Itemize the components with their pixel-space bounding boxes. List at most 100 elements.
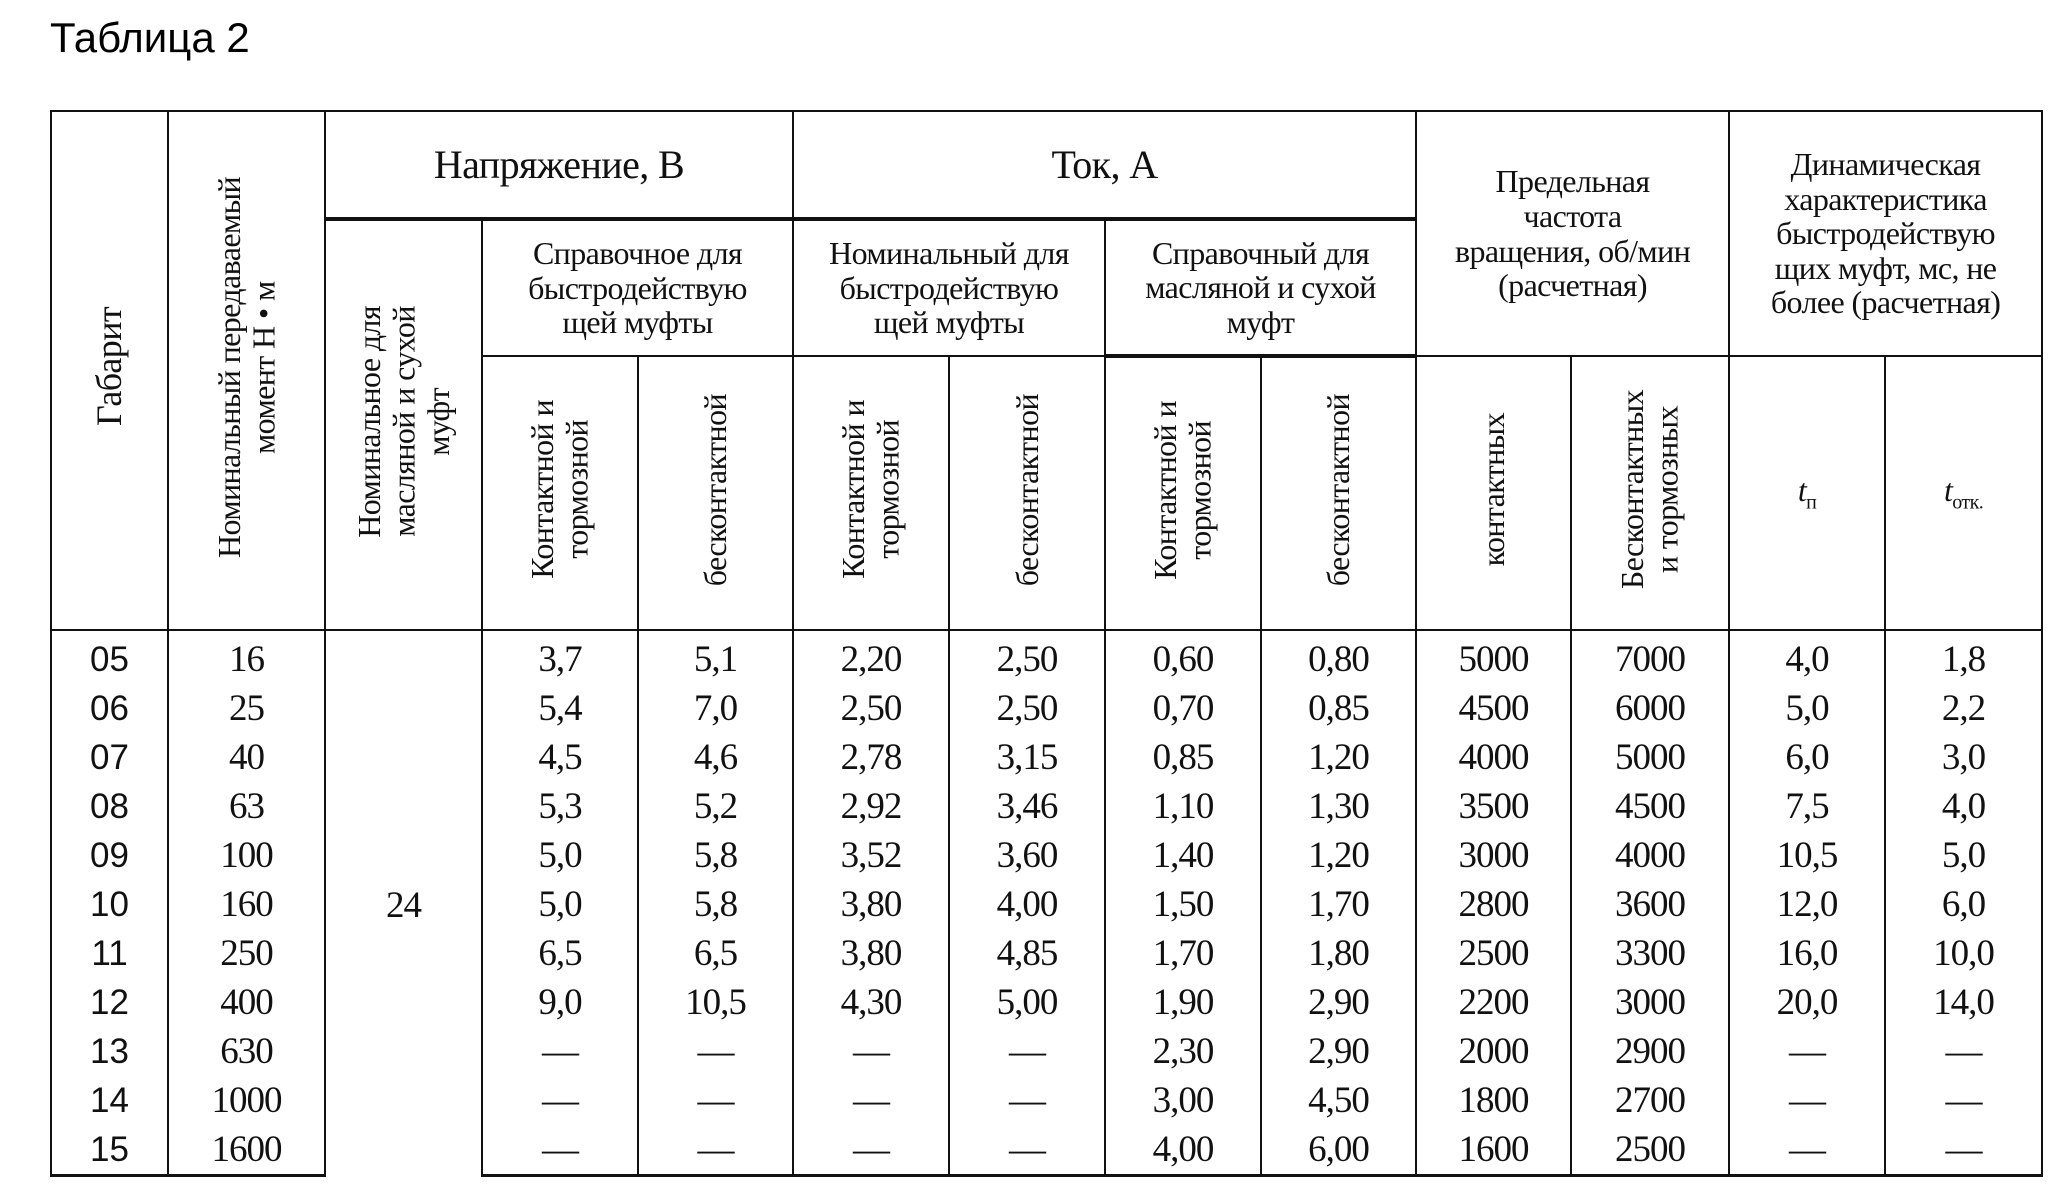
table-cell: 2,90 (1259, 1027, 1418, 1076)
header-t-on: tп (1728, 355, 1887, 631)
table-cell: 5,0 (481, 831, 639, 880)
table-cell: 3300 (1570, 929, 1731, 978)
table-cell: 2,30 (1104, 1027, 1262, 1076)
table-cell: 1600 (167, 1125, 326, 1177)
cell-gabarit: 12 (50, 978, 169, 1027)
header-voltage-nominal: Номинальное для масляной и сухой муфт (324, 218, 483, 631)
cell-gabarit: 08 (50, 782, 169, 831)
table-row: 10 160 5,0 5,8 3,80 4,00 1,50 1,70 2800 3600 12,0 6… (50, 880, 2044, 929)
table-cell: 1,70 (1104, 929, 1262, 978)
table-cell: 1,80 (1259, 929, 1418, 978)
table-cell: 5,0 (1728, 684, 1887, 733)
table-cell: — (948, 1125, 1106, 1177)
table-cell: 3,80 (792, 880, 950, 929)
cell-gabarit: 13 (50, 1027, 169, 1076)
header-text: бесконтактной (697, 393, 734, 586)
table-cell: 4,0 (1728, 629, 1887, 684)
header-voltage-nominal-text: Номинальное для масляной и сухой муфт (350, 305, 456, 538)
header-text: бесконтактной (1320, 394, 1357, 587)
table-cell: 2500 (1570, 1125, 1731, 1177)
header-gabarit-text: Габарит (89, 307, 130, 427)
table-cell: 5,1 (637, 629, 794, 684)
table-cell: 5,0 (481, 880, 639, 929)
table-cell: 2900 (1570, 1027, 1731, 1076)
table-cell: 2,78 (792, 733, 950, 782)
table-cell: 3500 (1415, 782, 1573, 831)
table-cell: 3600 (1570, 880, 1731, 929)
table-cell: — (637, 1076, 794, 1125)
table-cell: 9,0 (481, 978, 639, 1027)
table-cell: 3,80 (792, 929, 950, 978)
header-text: Контактной и тормозной (835, 400, 906, 580)
table-cell: 4000 (1570, 831, 1731, 880)
header-current-ref-oil: Справочный для масляной и сухой муфт (1103, 218, 1418, 358)
table-cell: 6,00 (1259, 1125, 1418, 1177)
table-cell: 5,0 (1884, 831, 2044, 880)
table-cell: 1,90 (1104, 978, 1262, 1027)
table-row: 13 630— — — —2,30 2,90 2000 2900— — (50, 1027, 2044, 1076)
table-cell: 2,20 (792, 629, 950, 684)
table-cell: — (1728, 1076, 1887, 1125)
table-cell: 12,0 (1728, 880, 1887, 929)
table-cell: — (637, 1125, 794, 1177)
table-cell: 1800 (1415, 1076, 1573, 1125)
table-row: 15 1600— — — —4,00 6,00 1600 2500— — (50, 1125, 2044, 1177)
table-row: 14 1000— — — —3,00 4,50 1800 2700— — (50, 1076, 2044, 1125)
table-row: 08 63 5,3 5,2 2,92 3,46 1,10 1,30 3500 4500 7,5 4,0 (50, 782, 2044, 831)
table-row: 05 16 24 3,7 5,1 2,20 2,50 0,60 0,80 5000 7000 4,0 1… (50, 629, 2044, 1176)
table-cell: 40 (167, 733, 326, 782)
cell-gabarit: 05 (50, 629, 169, 684)
table-cell: 16,0 (1728, 929, 1887, 978)
data-table: Габарит Номинальный передаваемый момент … (50, 110, 2044, 1177)
table-cell: — (792, 1076, 950, 1125)
table-cell: 5,4 (481, 684, 639, 733)
header-current: Ток, А (791, 110, 1418, 221)
table-cell: 6,5 (481, 929, 639, 978)
header-gabarit: Габарит (50, 110, 169, 631)
header-dynamic: Динамическая характеристика быстродейств… (1728, 110, 2044, 357)
table-cell: 4,30 (792, 978, 950, 1027)
table-cell: 2700 (1570, 1076, 1731, 1125)
table-cell: 4,00 (948, 880, 1106, 929)
cell-gabarit: 15 (50, 1125, 169, 1177)
table-cell: 0,85 (1104, 733, 1262, 782)
table-cell: 2500 (1415, 929, 1573, 978)
header-text: Контактной и тормозной (1147, 400, 1218, 580)
table-cell: 2,90 (1259, 978, 1418, 1027)
table-cell: 10,5 (637, 978, 794, 1027)
table-cell: 25 (167, 684, 326, 733)
table-cell: 0,70 (1104, 684, 1262, 733)
table-cell: 6000 (1570, 684, 1731, 733)
table-cell: 3000 (1570, 978, 1731, 1027)
header-moment-text: Номинальный передаваемый момент Н • м (210, 176, 282, 558)
table-cell: 2,50 (792, 684, 950, 733)
header-v-contact-brake: Контактной и тормозной (481, 355, 639, 631)
table-cell: 1,20 (1259, 733, 1418, 782)
cell-gabarit: 06 (50, 684, 169, 733)
table-cell: 3,7 (481, 629, 639, 684)
table-cell: 6,5 (637, 929, 794, 978)
table-cell: 3,0 (1884, 733, 2044, 782)
table-cell: 2,50 (948, 629, 1106, 684)
header-v-contactless: бесконтактной (637, 355, 794, 631)
table-cell: — (1884, 1125, 2044, 1177)
header-text: Бесконтактных и тормозных (1614, 390, 1686, 590)
table-cell: — (792, 1027, 950, 1076)
table-cell: 0,80 (1259, 629, 1418, 684)
header-text: t (1797, 471, 1807, 508)
table-cell: 6,0 (1884, 880, 2044, 929)
header-text: контактных (1475, 413, 1512, 567)
table-cell: 1,40 (1104, 831, 1262, 880)
table-cell: 1,50 (1104, 880, 1262, 929)
header-freq-contactless-brake: Бесконтактных и тормозных (1570, 355, 1731, 631)
table-cell: 5000 (1570, 733, 1731, 782)
table-cell: — (948, 1076, 1106, 1125)
table-cell: 63 (167, 782, 326, 831)
table-row: 11 250 6,5 6,5 3,80 4,85 1,70 1,80 2500 3300 16,0 1… (50, 929, 2044, 978)
table-cell: — (1728, 1125, 1887, 1177)
table-cell: 4,50 (1259, 1076, 1418, 1125)
header-i-contactless: бесконтактной (948, 355, 1106, 631)
table-cell: 4,0 (1884, 782, 2044, 831)
cell-gabarit: 10 (50, 880, 169, 929)
table-cell: 3,46 (948, 782, 1106, 831)
